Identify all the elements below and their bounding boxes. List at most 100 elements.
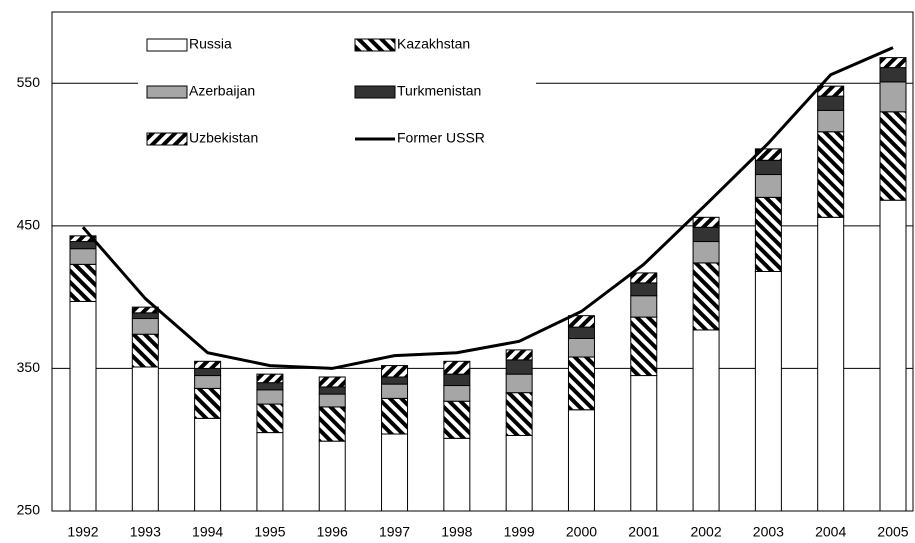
x-tick-label: 2005 [877,524,908,540]
x-tick-label: 1992 [67,524,98,540]
x-tick-label: 1998 [441,524,472,540]
bar-segment [69,241,97,250]
legend-label: Kazakhstan [397,36,470,52]
legend-label: Russia [189,36,232,52]
bar-segment [505,373,533,394]
x-tick-label: 1996 [317,524,348,540]
bar-segment [567,326,595,339]
bar-segment [69,300,97,512]
bar-segment [692,329,720,512]
bar-segment [194,360,222,369]
bar-segment [630,375,658,512]
bar-segment [567,337,595,358]
x-tick-label: 1997 [379,524,410,540]
bar-segment [879,57,907,69]
x-tick-label: 2000 [566,524,597,540]
legend-swatch [146,38,188,52]
bar-segment [630,316,658,377]
bar-segment [443,400,471,439]
legend-swatch [354,85,396,99]
bar-segment [194,387,222,419]
bar-segment [630,282,658,297]
bar-segment [318,406,346,442]
bar-segment [692,241,720,264]
x-tick-label: 1993 [130,524,161,540]
bar-segment [318,440,346,512]
bar-segment [443,385,471,402]
bar-segment [567,356,595,411]
bar-segment [879,199,907,512]
bar-segment [381,383,409,399]
bar-segment [505,392,533,436]
x-tick-label: 2002 [690,524,721,540]
legend-label: Turkmenistan [397,83,481,99]
bar-segment [194,367,222,377]
bar-segment [754,196,782,272]
bar-segment [630,295,658,318]
legend-background [138,28,536,160]
bar-segment [381,397,409,435]
bar-segment [131,366,159,512]
bar-segment [879,81,907,113]
bar-segment [381,376,409,385]
bar-segment [754,159,782,176]
bar-segment [381,433,409,512]
bar-segment [879,111,907,201]
bar-segment [630,272,658,284]
bar-segment [194,375,222,389]
bar-segment [692,226,720,243]
bar-segment [692,262,720,331]
x-tick-label: 1995 [254,524,285,540]
legend-label: Azerbaijan [189,83,255,99]
bar-segment [256,432,284,512]
bar-segment [69,263,97,302]
legend-label: Former USSR [397,130,485,146]
bar-segment [256,403,284,434]
y-tick-label: 250 [17,502,41,518]
bar-segment [69,248,97,265]
bar-segment [443,373,471,387]
bar-segment [443,360,471,375]
legend-swatch [146,85,188,99]
bar-segment [318,386,346,395]
line-series [81,46,894,370]
bar-segment [754,270,782,512]
legend-swatch [354,38,396,52]
bar-segment [567,315,595,328]
bar-segment [381,365,409,378]
bar-segment [131,333,159,368]
bar-segment [817,85,845,97]
bar-segment [443,437,471,512]
bar-segment [692,216,720,228]
bar-segment [817,216,845,512]
x-tick-label: 1999 [504,524,535,540]
legend-label: Uzbekistan [189,130,258,146]
bar-segment [318,393,346,408]
bar-segment [256,389,284,405]
x-tick-label: 2004 [815,524,846,540]
bar-segment [131,318,159,335]
bar-segment [505,434,533,512]
x-tick-label: 2001 [628,524,659,540]
bar-segment [817,95,845,111]
legend-swatch [146,132,188,146]
x-tick-label: 1994 [192,524,223,540]
bar-segment [817,109,845,133]
bar-segment [256,373,284,384]
y-tick-label: 450 [17,217,41,233]
y-tick-label: 350 [17,359,41,375]
bar-segment [567,409,595,512]
bar-segment [754,174,782,198]
bar-segment [69,235,97,243]
y-tick-label: 550 [17,74,41,90]
bar-segment [194,417,222,512]
bar-segment [256,382,284,391]
x-tick-label: 2003 [753,524,784,540]
bar-segment [817,131,845,218]
bar-segment [505,359,533,375]
bar-segment [879,67,907,83]
bar-segment [131,312,159,320]
bar-segment [318,376,346,388]
bar-segment [505,349,533,361]
